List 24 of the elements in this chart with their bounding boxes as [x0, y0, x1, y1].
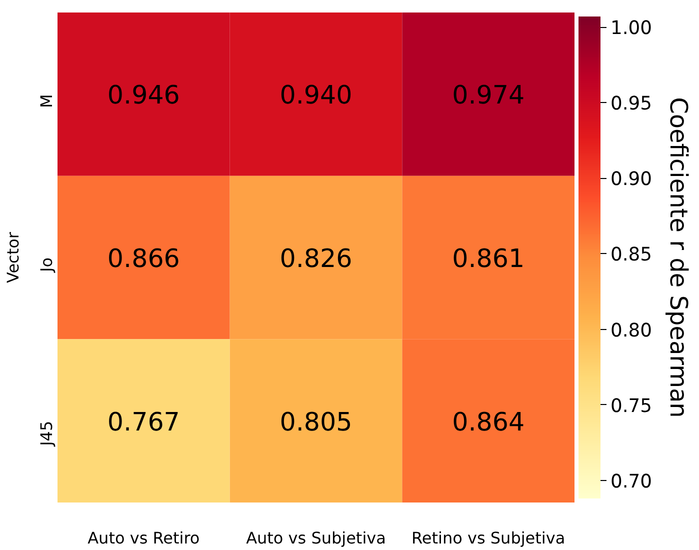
x-tick-label: Retino vs Subjetiva: [412, 528, 566, 548]
data-label: 0.805: [280, 406, 352, 436]
y-tick-label: J45: [37, 420, 56, 447]
data-label: 0.767: [107, 406, 180, 436]
data-label: 0.826: [280, 243, 352, 273]
y-tick-label: Jo: [37, 257, 56, 274]
data-label: 0.866: [107, 243, 180, 273]
color-bar-label: 0.80: [610, 320, 652, 342]
color-bar-label: 0.85: [610, 244, 652, 266]
x-tick-label: Auto vs Subjetiva: [246, 528, 386, 548]
data-label: 0.861: [452, 243, 525, 273]
color-bar-title: Coeficiente r de Spearman: [664, 97, 692, 418]
data-label: 0.864: [452, 406, 525, 436]
y-tick-label: M: [37, 94, 56, 108]
x-tick-label: Auto vs Retiro: [88, 528, 200, 548]
color-bar-label: 0.70: [610, 471, 652, 492]
data-label: 0.974: [452, 80, 525, 110]
color-bar-label: 0.90: [610, 169, 652, 190]
data-label: 0.940: [280, 80, 352, 110]
color-bar-label: 0.95: [610, 94, 652, 115]
color-bar-label: 1.00: [610, 18, 652, 40]
y-axis-title: Vector: [4, 232, 22, 283]
data-label: 0.946: [107, 80, 180, 110]
color-bar-label: 0.75: [610, 396, 652, 417]
